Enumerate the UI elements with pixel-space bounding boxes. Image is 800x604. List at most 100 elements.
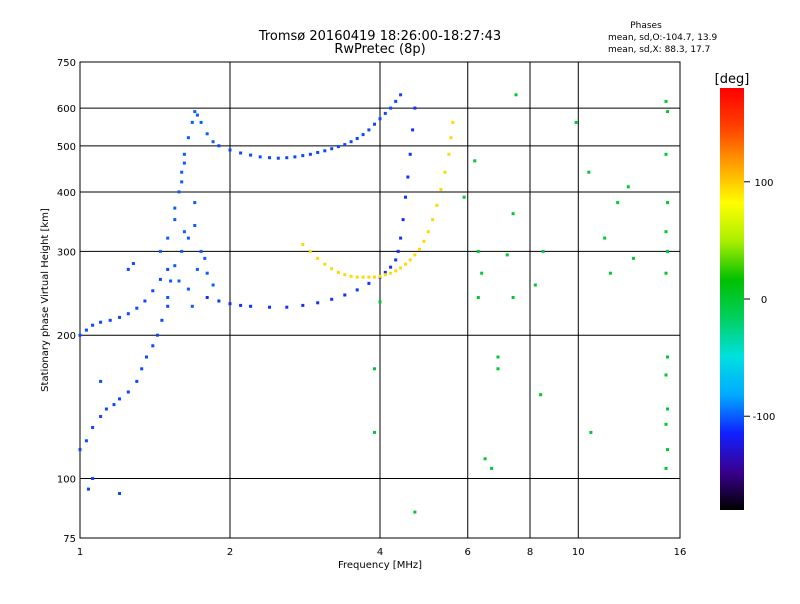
data-point <box>268 156 271 159</box>
data-point <box>399 237 402 240</box>
data-point <box>477 296 480 299</box>
colorbar <box>720 88 744 510</box>
data-point <box>384 112 387 115</box>
data-point <box>399 266 402 269</box>
data-point <box>203 257 206 260</box>
data-point <box>394 258 397 261</box>
y-tick-label: 300 <box>57 247 76 258</box>
x-axis-label: Frequency [MHz] <box>338 560 422 571</box>
data-point <box>389 272 392 275</box>
data-point <box>239 152 242 155</box>
data-point <box>379 275 382 278</box>
data-point <box>394 269 397 272</box>
data-point <box>330 147 333 150</box>
data-point <box>506 253 509 256</box>
data-point <box>356 288 359 291</box>
data-point <box>666 356 669 359</box>
x-tick-label: 1 <box>77 547 83 558</box>
data-point <box>301 154 304 157</box>
data-point <box>212 284 215 287</box>
data-point <box>666 250 669 253</box>
data-point <box>490 467 493 470</box>
data-point <box>159 278 162 281</box>
data-point <box>435 204 438 207</box>
data-point <box>135 380 138 383</box>
data-point <box>463 196 466 199</box>
data-point <box>413 107 416 110</box>
data-point <box>309 250 312 253</box>
data-point <box>666 448 669 451</box>
data-point <box>343 294 346 297</box>
x-tick-label: 4 <box>377 547 383 558</box>
data-point <box>316 301 319 304</box>
data-point <box>497 356 500 359</box>
data-point <box>293 155 296 158</box>
data-point <box>409 153 412 156</box>
data-point <box>447 153 450 156</box>
data-point <box>373 123 376 126</box>
data-point <box>399 93 402 96</box>
data-point <box>135 307 138 310</box>
x-tick-label: 10 <box>572 547 585 558</box>
data-point <box>367 276 370 279</box>
data-point <box>406 176 409 179</box>
data-point <box>118 492 121 495</box>
data-point <box>343 143 346 146</box>
data-point <box>666 408 669 411</box>
y-tick-label: 75 <box>63 534 76 545</box>
data-point <box>156 334 159 337</box>
data-point <box>480 272 483 275</box>
data-point <box>187 237 190 240</box>
data-point <box>323 149 326 152</box>
data-point <box>140 367 143 370</box>
data-point <box>285 156 288 159</box>
data-point <box>316 257 319 260</box>
data-point <box>422 240 425 243</box>
data-point <box>449 136 452 139</box>
data-point <box>151 344 154 347</box>
data-point <box>109 319 112 322</box>
data-point <box>79 334 82 337</box>
data-point <box>362 276 365 279</box>
data-point <box>350 275 353 278</box>
data-point <box>665 230 668 233</box>
data-point <box>301 243 304 246</box>
data-point <box>665 100 668 103</box>
data-point <box>268 306 271 309</box>
data-point <box>389 266 392 269</box>
data-point <box>169 280 172 283</box>
y-axis-label: Stationary phase Virtual Height [km] <box>40 208 51 392</box>
data-point <box>373 367 376 370</box>
data-point <box>512 212 515 215</box>
data-point <box>309 153 312 156</box>
data-point <box>105 408 108 411</box>
data-point <box>394 100 397 103</box>
data-point <box>484 457 487 460</box>
data-point <box>113 403 116 406</box>
data-point <box>193 110 196 113</box>
colorbar-tick-label: 0 <box>761 295 767 306</box>
y-tick-label: 100 <box>57 475 76 486</box>
data-point <box>196 114 199 117</box>
data-point <box>627 185 630 188</box>
data-point <box>666 201 669 204</box>
data-point <box>451 121 454 124</box>
data-point <box>166 296 169 299</box>
data-point <box>99 415 102 418</box>
data-point <box>91 426 94 429</box>
stats-heading: Phases <box>630 21 662 31</box>
data-point <box>473 159 476 162</box>
data-point <box>91 324 94 327</box>
data-point <box>200 250 203 253</box>
y-tick-label: 600 <box>57 104 76 115</box>
data-point <box>180 250 183 253</box>
data-point <box>166 268 169 271</box>
data-point <box>575 121 578 124</box>
data-point <box>191 305 194 308</box>
data-point <box>539 393 542 396</box>
data-point <box>431 218 434 221</box>
data-point <box>542 250 545 253</box>
data-point <box>229 149 232 152</box>
data-point <box>373 431 376 434</box>
